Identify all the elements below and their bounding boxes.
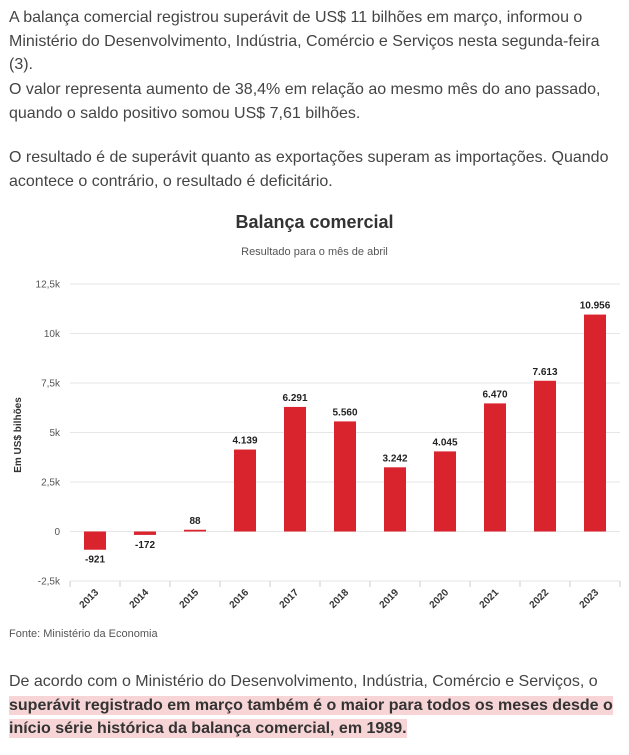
y-axis-label: Em US$ bilhões [13, 397, 24, 473]
data-label: -172 [135, 540, 155, 551]
x-tick-label: 2021 [478, 587, 502, 611]
data-label: 3.242 [382, 453, 407, 464]
bar-2022 [534, 380, 556, 532]
x-tick-label: 2022 [528, 587, 552, 611]
data-label: 88 [189, 516, 201, 527]
paragraph-3: O resultado é de superávit quanto as exp… [9, 149, 609, 190]
x-tick-label: 2023 [578, 587, 602, 611]
bar-2016 [234, 449, 256, 532]
highlighted-text: superávit registrado em março também é o… [9, 695, 613, 738]
x-tick-label: 2013 [78, 587, 102, 611]
x-tick-label: 2014 [128, 587, 152, 611]
y-tick-label: 0 [54, 527, 60, 538]
x-tick-label: 2018 [328, 587, 352, 611]
x-tick-label: 2019 [378, 587, 402, 611]
chart-subtitle: Resultado para o mês de abril [241, 246, 388, 258]
data-label: -921 [85, 555, 105, 566]
data-label: 10.956 [580, 301, 611, 312]
chart-title: Balança comercial [235, 212, 394, 232]
x-axis-ticks: 2013 2014 2015 2016 2017 2018 2019 2020 2021 2022… [69, 581, 621, 611]
y-tick-label: -2,5k [38, 577, 61, 588]
y-tick-label: 12,5k [36, 280, 61, 291]
bar-2019 [384, 467, 406, 532]
x-tick-label: 2020 [428, 587, 452, 611]
bar-2023 [584, 314, 606, 532]
bar-2014 [134, 531, 156, 535]
paragraph-4-intro: De acordo com o Ministério do Desenvolvi… [9, 673, 598, 690]
x-tick-label: 2015 [178, 587, 202, 611]
y-tick-label: 5k [49, 428, 61, 439]
chart-bars [84, 314, 606, 550]
data-label: 7.613 [532, 367, 557, 378]
x-tick-label: 2016 [228, 587, 252, 611]
data-label: 4.139 [232, 436, 257, 447]
paragraph-4: De acordo com o Ministério do Desenvolvi… [9, 670, 621, 741]
paragraph-1: A balança comercial registrou superávit … [9, 9, 600, 73]
bar-chart: -2,5k 0 2,5k 5k 7,5k 10k 12,5k -921 -172 88 4.139… [13, 280, 621, 611]
bar-2015 [184, 529, 206, 532]
y-axis-ticks: -2,5k 0 2,5k 5k 7,5k 10k 12,5k [36, 280, 61, 588]
y-tick-label: 2,5k [41, 478, 61, 489]
data-label: 5.560 [332, 407, 357, 418]
data-label: 6.291 [282, 393, 307, 404]
bar-2017 [284, 406, 306, 532]
chart-source: Fonte: Ministério da Economia [9, 628, 158, 640]
chart-data-labels: -921 -172 88 4.139 6.291 5.560 3.242 4.045 6.470… [85, 301, 611, 566]
data-label: 4.045 [432, 437, 457, 448]
y-tick-label: 10k [44, 329, 61, 340]
data-label: 6.470 [482, 389, 507, 400]
paragraph-2: O valor representa aumento de 38,4% em r… [9, 81, 601, 122]
bar-2020 [434, 451, 456, 532]
bar-2018 [334, 421, 356, 532]
bar-2013 [84, 531, 106, 550]
bar-2021 [484, 403, 506, 532]
y-tick-label: 7,5k [41, 379, 61, 390]
x-tick-label: 2017 [278, 587, 302, 611]
